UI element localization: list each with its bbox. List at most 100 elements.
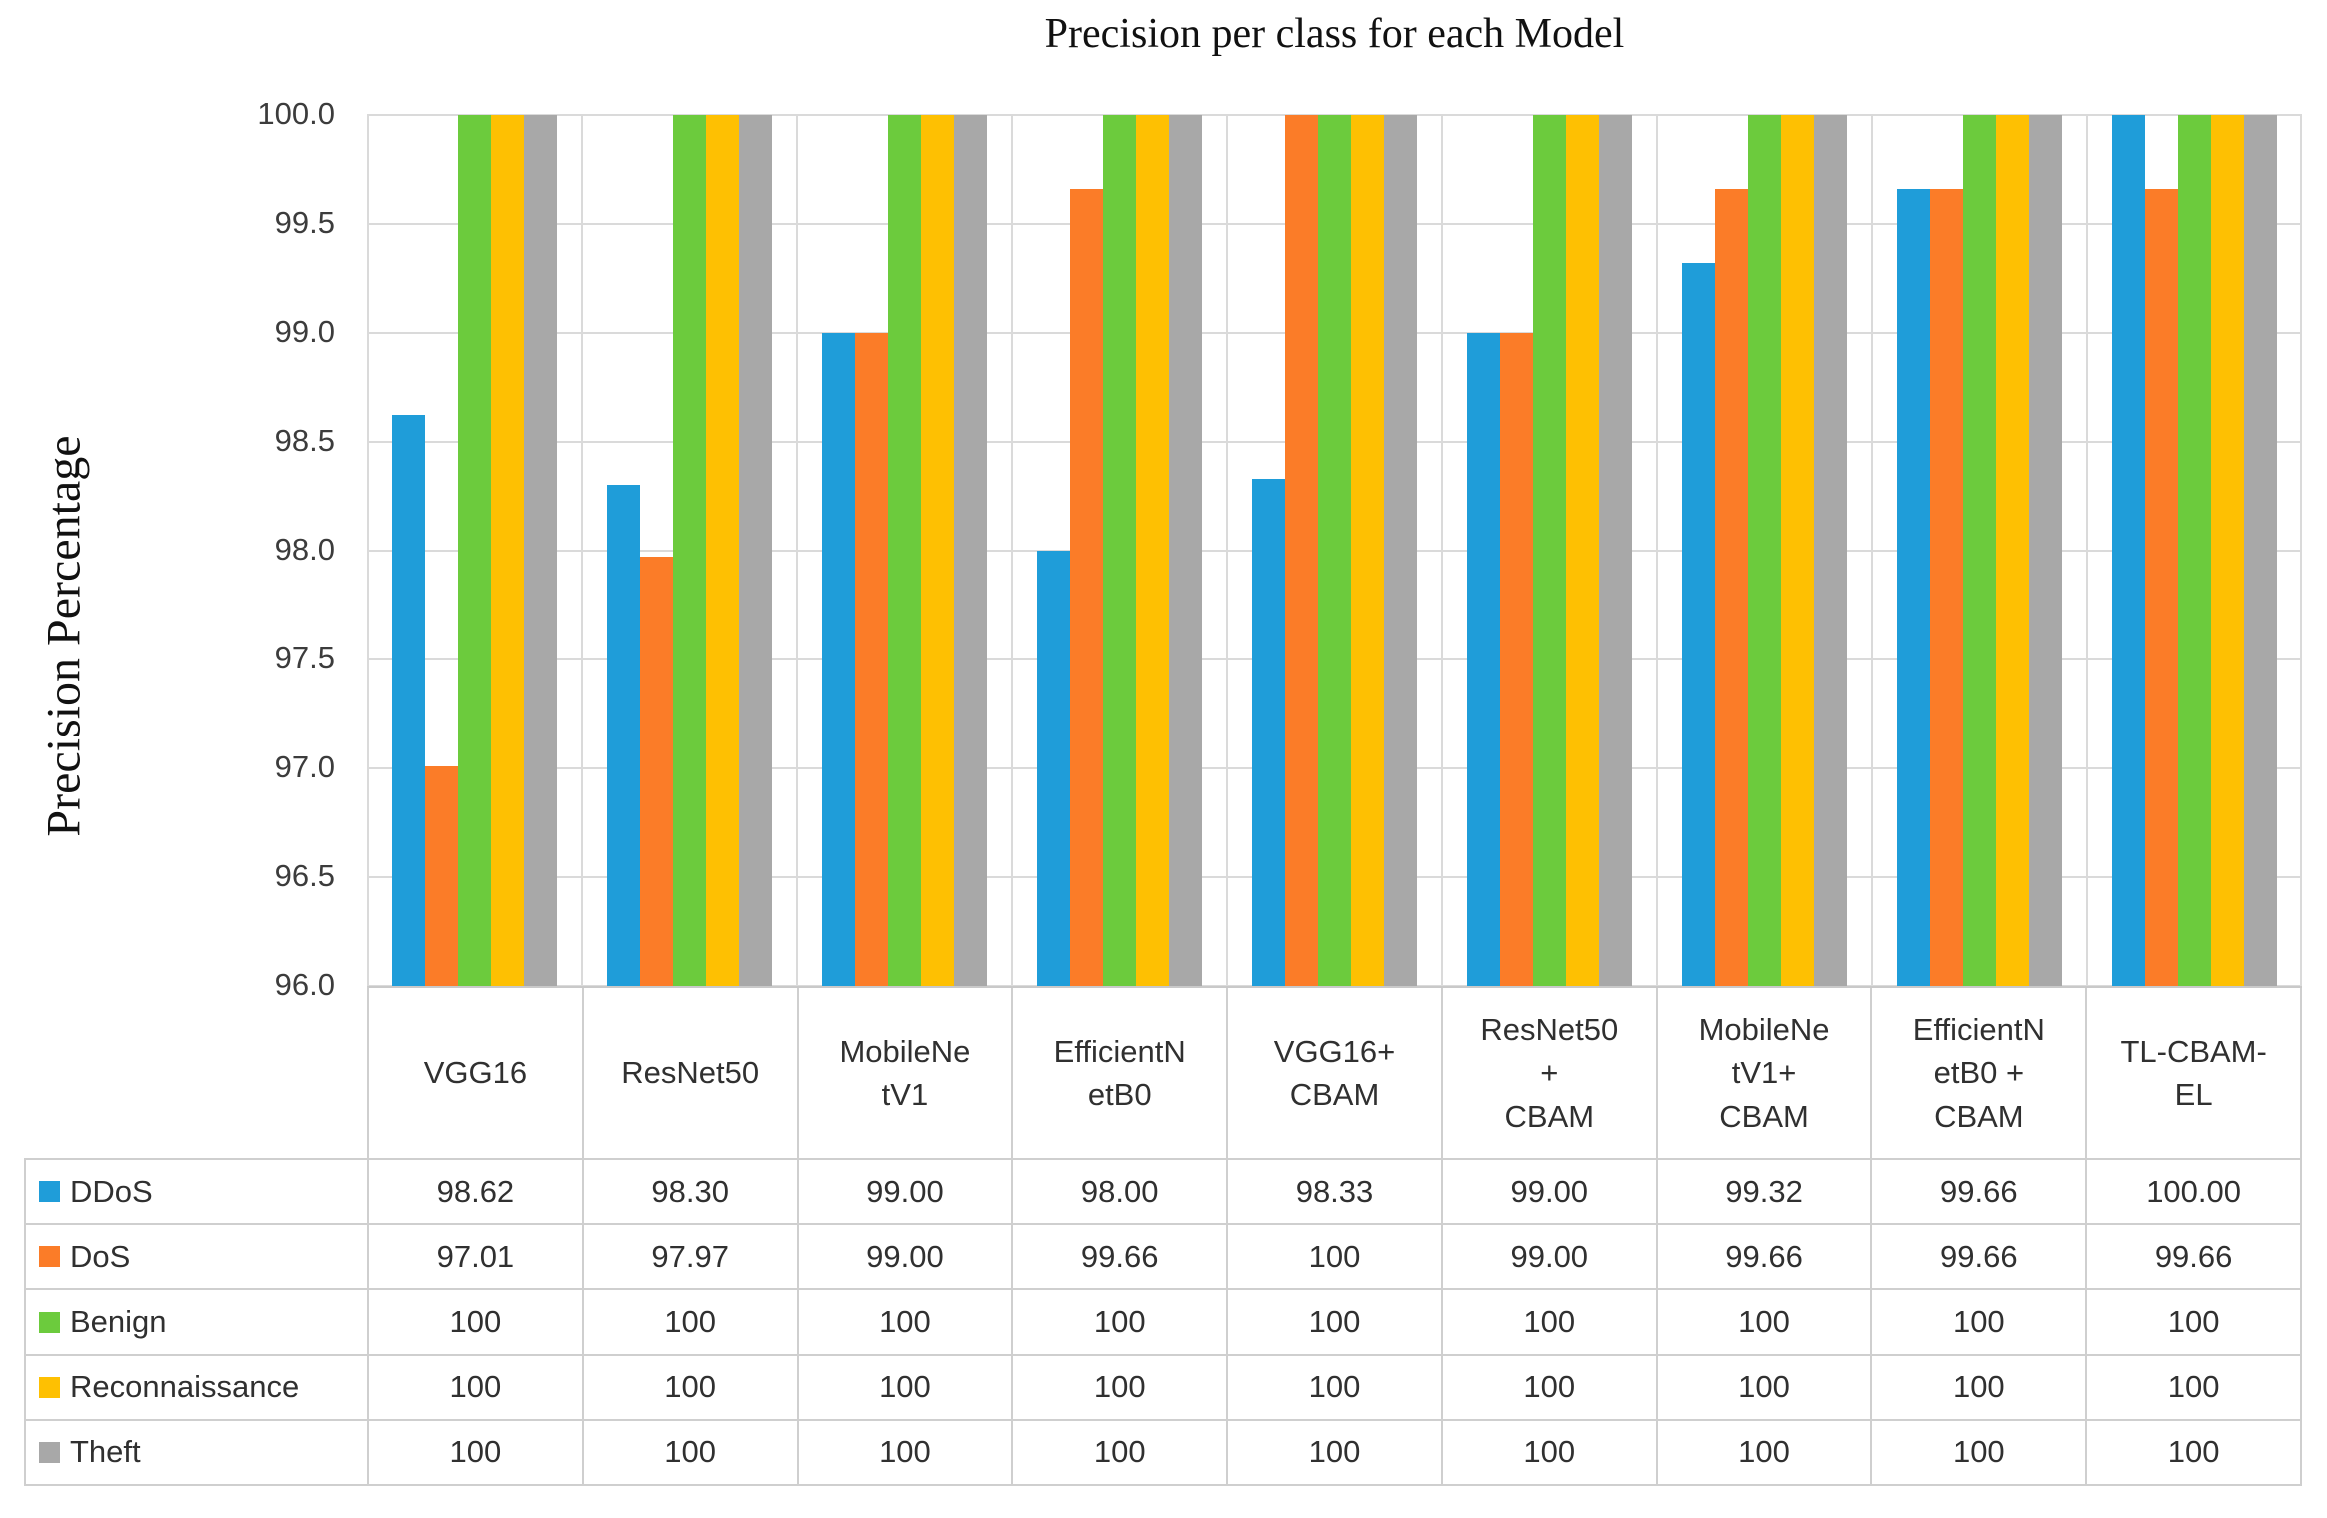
y-tick-label: 97.0 [274, 749, 335, 785]
table-value-cell: 100 [369, 1420, 584, 1486]
bar [1500, 332, 1533, 986]
bar [2244, 115, 2277, 986]
chart-title: Precision per class for each Model [1044, 11, 1625, 57]
table-value-cell: 99.00 [1442, 1225, 1658, 1291]
plot-area [367, 114, 2302, 987]
gridline-v [1226, 115, 1228, 986]
table-value-cell: 99.32 [1657, 1160, 1873, 1226]
gridline-v [796, 115, 798, 986]
table-value-cell: 100 [583, 1355, 799, 1421]
table-header-row: VGG16 ResNet50 MobileNe tV1 EfficientN etB0… [367, 986, 2303, 1158]
gridline-v [1011, 115, 1013, 986]
table-header-cell: VGG16+ CBAM [1228, 988, 1443, 1158]
table-value-cell: 100 [798, 1290, 1014, 1356]
bar [1467, 332, 1500, 986]
table-value-cell: 98.62 [369, 1160, 584, 1226]
gridline-v [1441, 115, 1443, 986]
bar [822, 332, 855, 986]
bar [1930, 189, 1963, 986]
legend-key-icon [39, 1311, 60, 1333]
bar [739, 115, 772, 986]
table-value-cell: 100 [1228, 1420, 1443, 1486]
bar [2112, 115, 2145, 986]
bar [1996, 115, 2029, 986]
table-value-cell: 100 [1872, 1355, 2088, 1421]
table-header-cell: VGG16 [369, 988, 584, 1158]
bar [1252, 478, 1285, 986]
table-header-cell: TL-CBAM- EL [2087, 988, 2303, 1158]
legend-key-icon [39, 1181, 60, 1203]
gridline-v [367, 115, 369, 986]
bar [1318, 115, 1351, 986]
table-value-cell: 97.01 [369, 1225, 584, 1291]
table-value-cell: 99.00 [1442, 1160, 1658, 1226]
legend-label: Reconnaissance [70, 1369, 300, 1405]
table-value-cell: 100.00 [2087, 1160, 2302, 1226]
table-value-cell: 100 [1013, 1355, 1229, 1421]
gridline-v [2300, 115, 2302, 986]
table-value-cell: 100 [583, 1420, 799, 1486]
table-value-cell: 100 [1228, 1290, 1443, 1356]
table-header-cell: EfficientN etB0 [1013, 988, 1229, 1158]
bar [888, 115, 921, 986]
table-value-cell: 99.66 [1657, 1225, 1873, 1291]
bar [1169, 115, 1202, 986]
bar [1103, 115, 1136, 986]
bar [1351, 115, 1384, 986]
bar [1781, 115, 1814, 986]
legend-label: DDoS [70, 1173, 153, 1209]
table-values-grid: 98.62 98.30 99.00 98.00 98.33 99.00 99.32 99.66… [367, 1158, 2302, 1486]
gridline-v [1656, 115, 1658, 986]
y-tick-label: 100.0 [257, 96, 335, 131]
legend-label: Theft [70, 1434, 141, 1470]
bar [1963, 115, 1996, 986]
bar [640, 557, 673, 986]
table-value-cell: 99.66 [2087, 1225, 2302, 1291]
bar [607, 485, 640, 986]
legend-key-icon [39, 1441, 60, 1463]
legend-row: Theft [26, 1421, 367, 1484]
y-tick-label: 96.0 [274, 967, 335, 1002]
bar [392, 415, 425, 986]
table-value-cell: 100 [1657, 1355, 1873, 1421]
legend-key-icon [39, 1246, 60, 1268]
bar [1599, 115, 1632, 986]
bar [1748, 115, 1781, 986]
bar [855, 332, 888, 986]
table-value-cell: 98.33 [1228, 1160, 1443, 1226]
bar [1682, 263, 1715, 986]
bar [2029, 115, 2062, 986]
table-value-cell: 97.97 [583, 1225, 799, 1291]
legend-row: Benign [26, 1290, 367, 1356]
table-value-cell: 100 [1872, 1290, 2088, 1356]
table-value-cell: 99.66 [1872, 1225, 2088, 1291]
table-value-cell: 100 [1228, 1225, 1443, 1291]
table-value-cell: 100 [369, 1290, 584, 1356]
bar [2211, 115, 2244, 986]
bar [425, 766, 458, 986]
bar [1566, 115, 1599, 986]
y-tick-label: 98.0 [274, 531, 335, 567]
bar [1285, 115, 1318, 986]
y-tick-label: 96.5 [274, 858, 335, 894]
gridline-v [1871, 115, 1873, 986]
table-value-cell: 100 [1657, 1290, 1873, 1356]
bar [954, 115, 987, 986]
bar [921, 115, 954, 986]
table-value-cell: 100 [1228, 1355, 1443, 1421]
legend-label: DoS [70, 1238, 131, 1274]
table-value-cell: 99.00 [798, 1225, 1014, 1291]
bar [1533, 115, 1566, 986]
table-value-cell: 100 [1013, 1420, 1229, 1486]
table-value-cell: 100 [2087, 1420, 2302, 1486]
bar [1897, 189, 1930, 986]
table-value-cell: 99.66 [1872, 1160, 2088, 1226]
y-tick-label: 97.5 [274, 640, 335, 676]
y-axis-label: Precision Percentage [37, 435, 91, 837]
legend-label: Benign [70, 1304, 167, 1339]
table-value-cell: 100 [1657, 1420, 1873, 1486]
bar [1136, 115, 1169, 986]
legend-column: DDoS DoS Benign Reconnaissance Theft [24, 1158, 367, 1486]
table-value-cell: 99.00 [798, 1160, 1014, 1226]
